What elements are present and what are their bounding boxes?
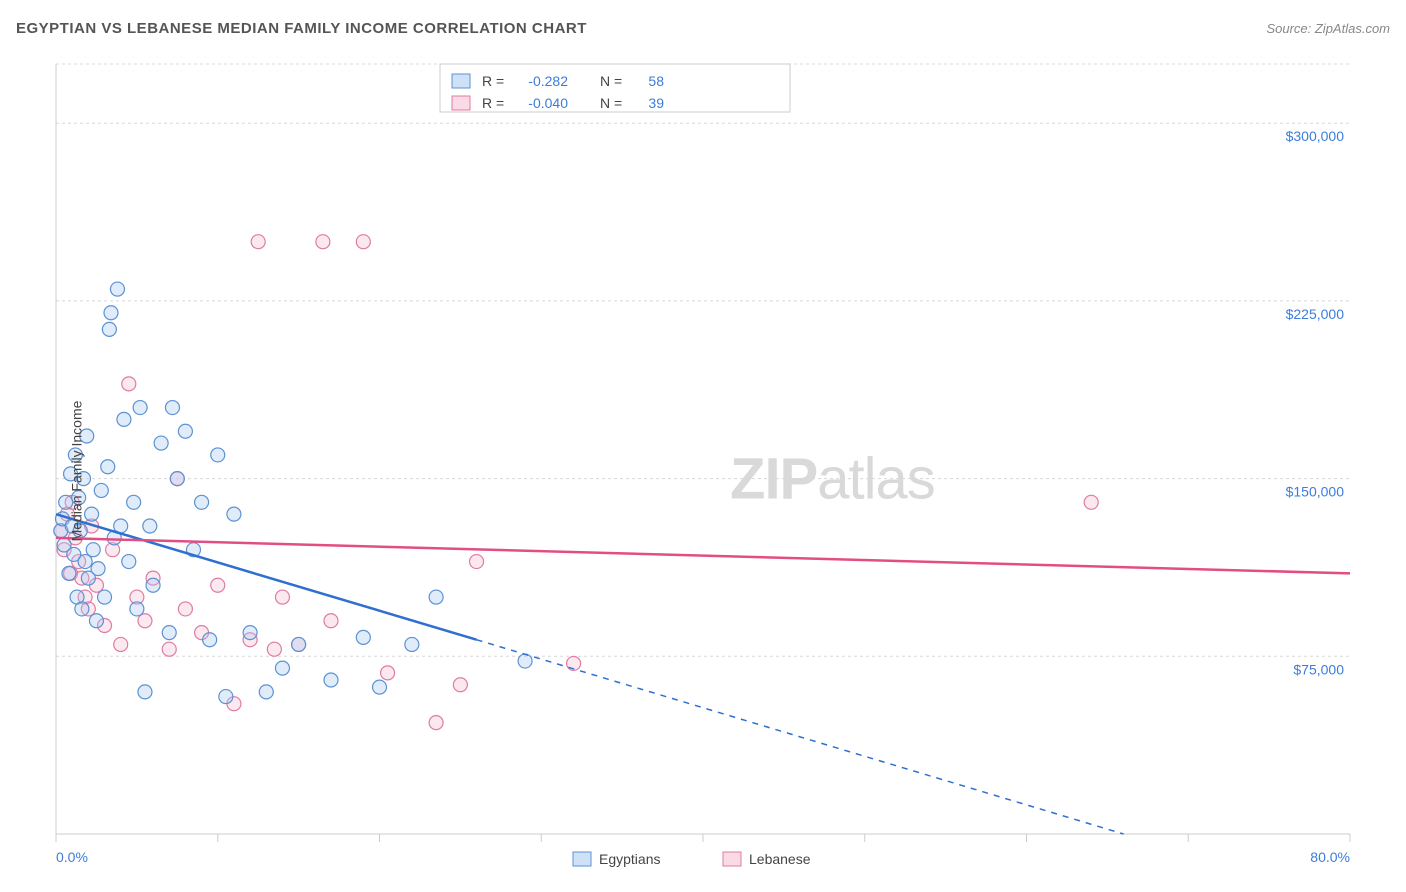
bottom-legend-swatch-lebanese [723, 852, 741, 866]
data-point-lebanese [356, 235, 370, 249]
data-point-lebanese [251, 235, 265, 249]
data-point-egyptians [78, 555, 92, 569]
data-point-egyptians [178, 424, 192, 438]
data-point-egyptians [146, 578, 160, 592]
data-point-lebanese [211, 578, 225, 592]
data-point-egyptians [259, 685, 273, 699]
data-point-egyptians [104, 306, 118, 320]
data-point-egyptians [127, 495, 141, 509]
chart-title: EGYPTIAN VS LEBANESE MEDIAN FAMILY INCOM… [16, 20, 587, 37]
bottom-legend-label: Lebanese [749, 851, 811, 867]
data-point-lebanese [178, 602, 192, 616]
watermark: ZIPatlas [730, 447, 935, 512]
data-point-egyptians [89, 614, 103, 628]
legend-swatch-lebanese [452, 96, 470, 110]
legend-n-value: 39 [648, 95, 664, 111]
data-point-egyptians [133, 401, 147, 415]
legend-r-label: R = [482, 95, 504, 111]
trendline-egyptians [56, 514, 477, 640]
data-point-egyptians [356, 630, 370, 644]
data-point-egyptians [292, 637, 306, 651]
data-point-egyptians [373, 680, 387, 694]
data-point-lebanese [114, 637, 128, 651]
source-label: Source: ZipAtlas.com [1266, 21, 1390, 36]
data-point-lebanese [138, 614, 152, 628]
data-point-egyptians [130, 602, 144, 616]
bottom-legend-swatch-egyptians [573, 852, 591, 866]
legend-n-label: N = [600, 73, 622, 89]
data-point-lebanese [122, 377, 136, 391]
y-tick-label: $75,000 [1293, 661, 1344, 677]
data-point-egyptians [91, 562, 105, 576]
data-point-egyptians [94, 483, 108, 497]
data-point-lebanese [162, 642, 176, 656]
data-point-egyptians [138, 685, 152, 699]
data-point-egyptians [518, 654, 532, 668]
data-point-egyptians [110, 282, 124, 296]
data-point-lebanese [267, 642, 281, 656]
data-point-egyptians [101, 460, 115, 474]
data-point-egyptians [117, 412, 131, 426]
legend-n-label: N = [600, 95, 622, 111]
legend-r-value: -0.040 [528, 95, 568, 111]
data-point-lebanese [429, 716, 443, 730]
data-point-lebanese [316, 235, 330, 249]
x-tick-label: 0.0% [56, 849, 88, 865]
data-point-lebanese [324, 614, 338, 628]
data-point-egyptians [165, 401, 179, 415]
y-axis-label: Median Family Income [68, 401, 84, 542]
trendline-lebanese [56, 538, 1350, 574]
data-point-egyptians [154, 436, 168, 450]
data-point-egyptians [243, 626, 257, 640]
data-point-egyptians [143, 519, 157, 533]
data-point-lebanese [453, 678, 467, 692]
legend-swatch-egyptians [452, 74, 470, 88]
correlation-scatter-chart: $75,000 $150,000 $225,000 $300,000 ZIPatlas 0… [16, 50, 1390, 890]
data-point-egyptians [122, 555, 136, 569]
y-tick-label: $225,000 [1286, 306, 1345, 322]
data-point-egyptians [85, 507, 99, 521]
data-point-egyptians [405, 637, 419, 651]
data-point-lebanese [1084, 495, 1098, 509]
legend-r-value: -0.282 [528, 73, 568, 89]
legend-r-label: R = [482, 73, 504, 89]
data-point-egyptians [429, 590, 443, 604]
data-point-lebanese [381, 666, 395, 680]
data-point-egyptians [86, 543, 100, 557]
data-point-egyptians [219, 690, 233, 704]
data-point-egyptians [324, 673, 338, 687]
legend-n-value: 58 [648, 73, 664, 89]
data-point-egyptians [195, 495, 209, 509]
data-point-egyptians [275, 661, 289, 675]
bottom-legend-label: Egyptians [599, 851, 660, 867]
x-tick-label: 80.0% [1310, 849, 1350, 865]
data-point-lebanese [275, 590, 289, 604]
data-point-egyptians [227, 507, 241, 521]
y-tick-label: $300,000 [1286, 128, 1345, 144]
data-point-egyptians [75, 602, 89, 616]
data-point-lebanese [470, 555, 484, 569]
data-point-egyptians [102, 322, 116, 336]
data-point-egyptians [203, 633, 217, 647]
data-point-egyptians [98, 590, 112, 604]
trendline-egyptians-extrapolated [477, 640, 1124, 834]
y-tick-label: $150,000 [1286, 484, 1345, 500]
data-point-egyptians [62, 566, 76, 580]
data-point-egyptians [211, 448, 225, 462]
data-point-egyptians [170, 472, 184, 486]
data-point-egyptians [162, 626, 176, 640]
